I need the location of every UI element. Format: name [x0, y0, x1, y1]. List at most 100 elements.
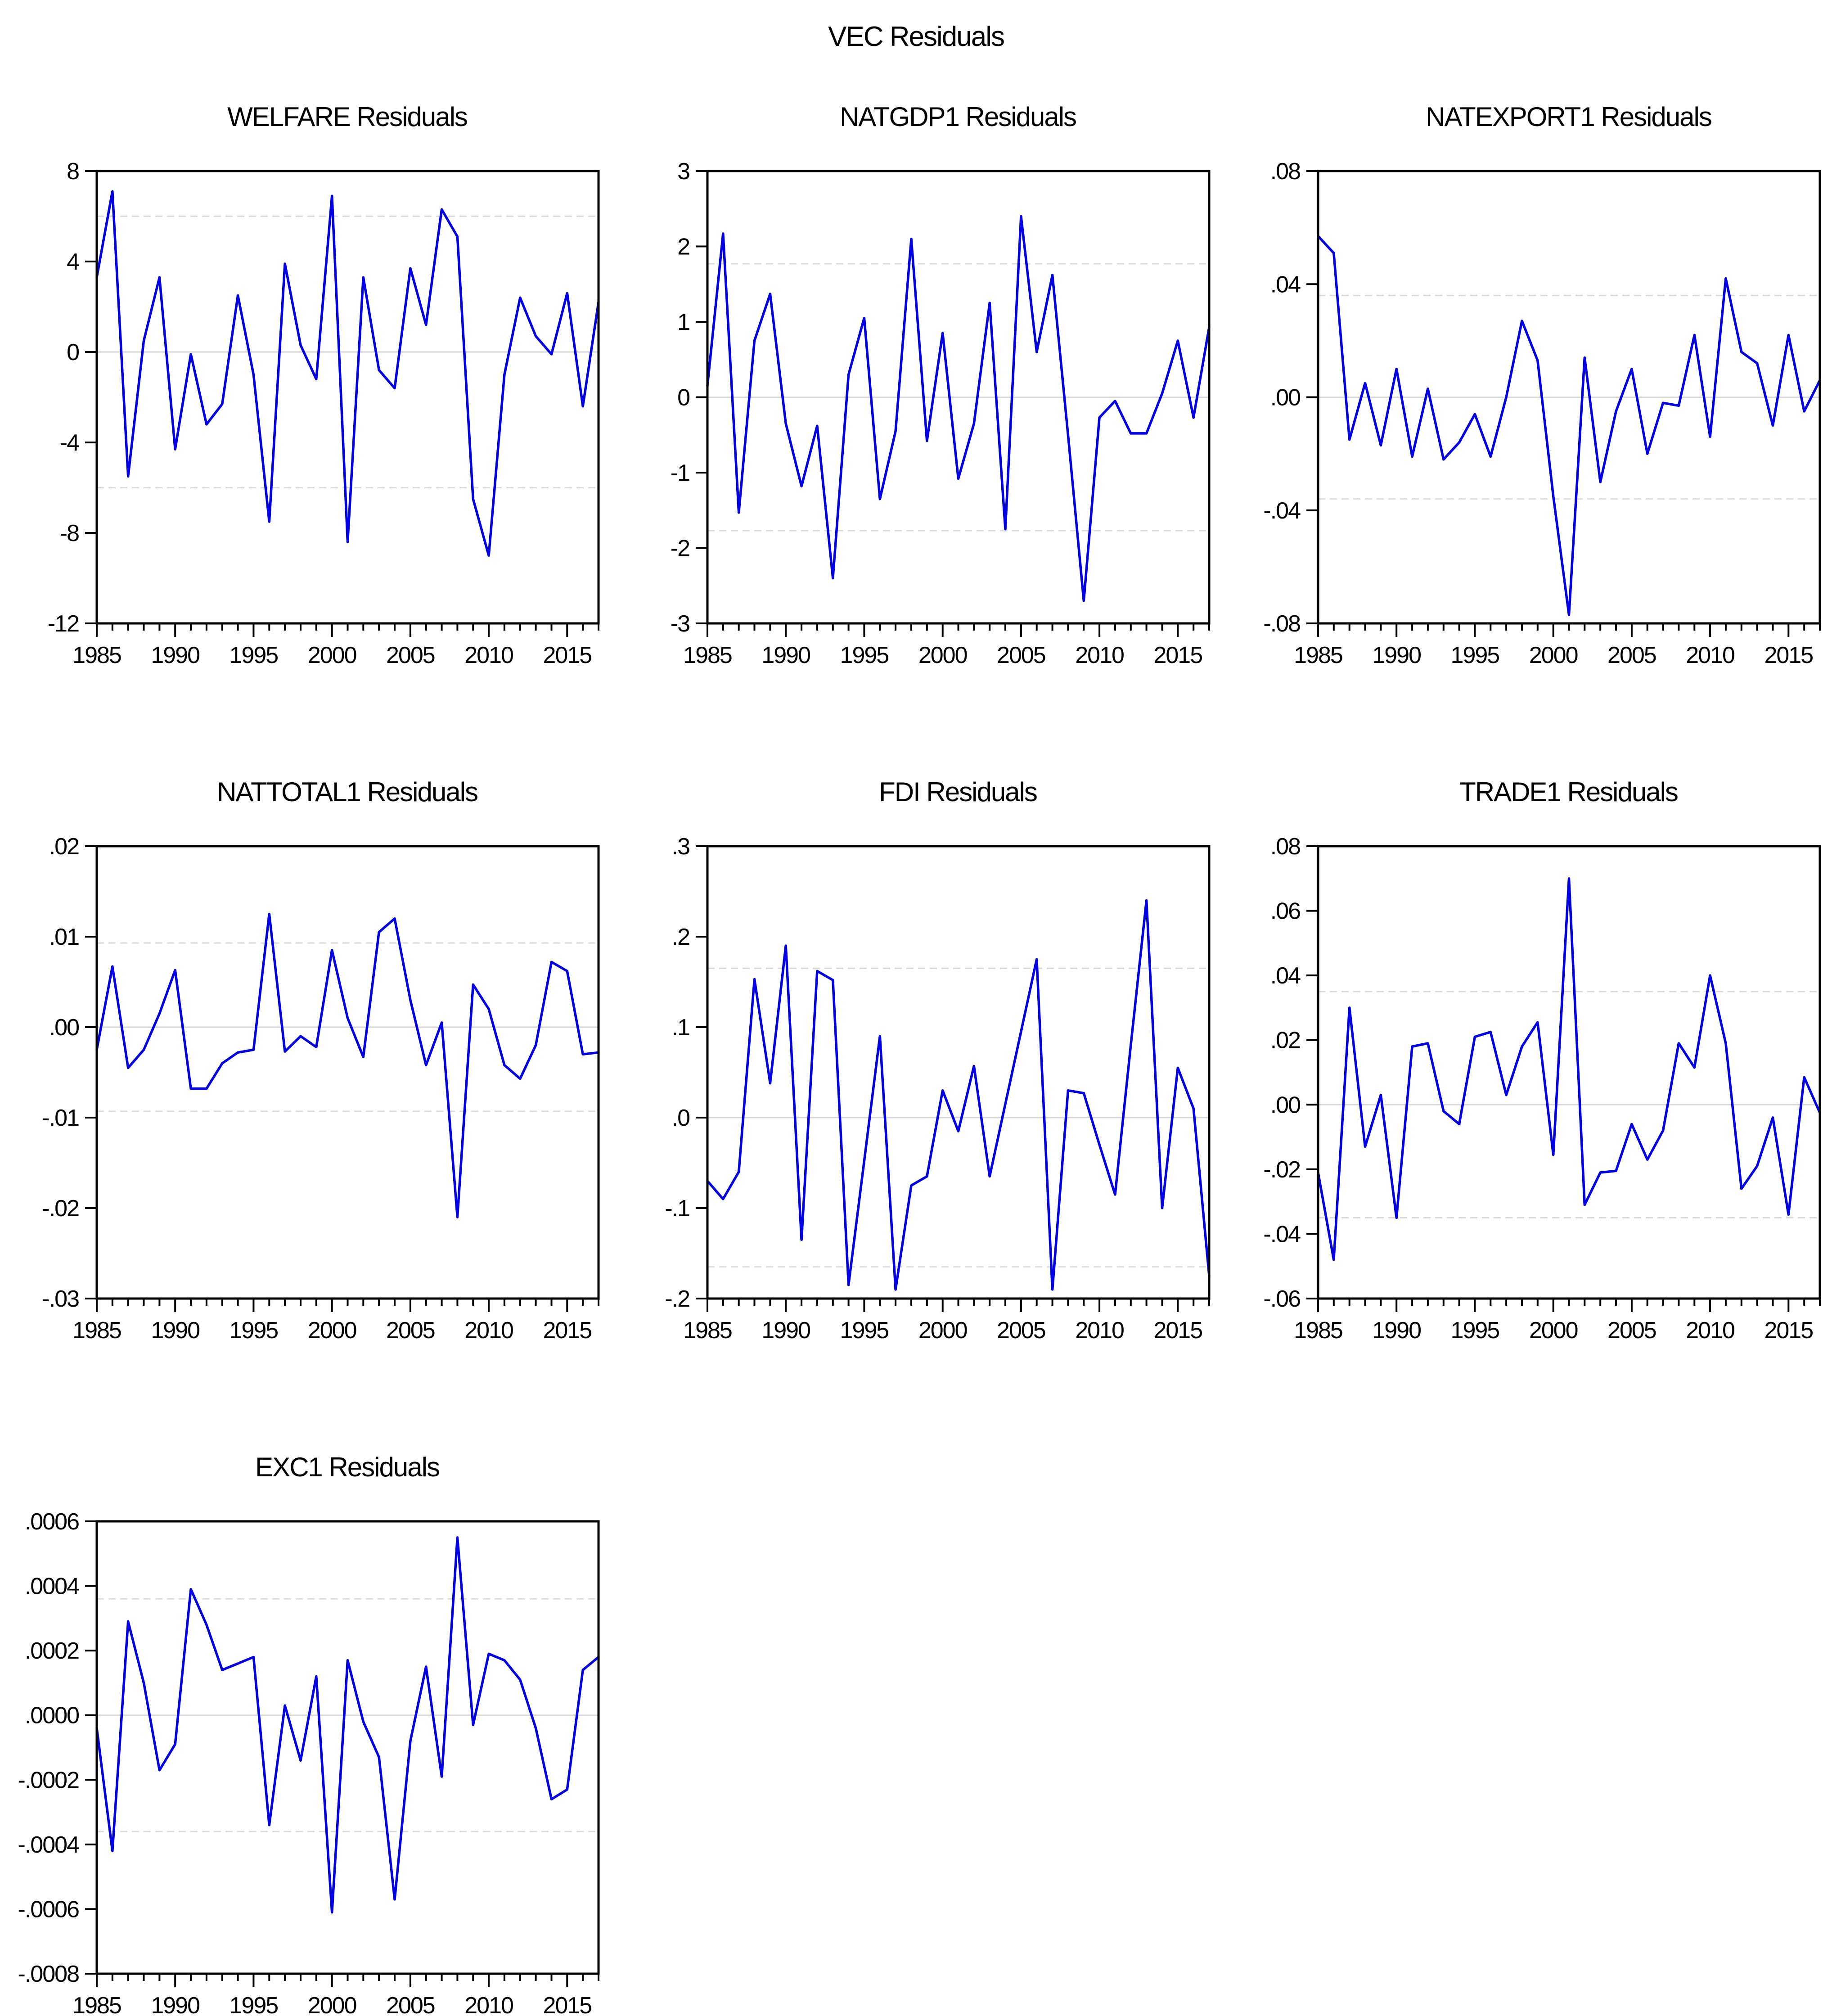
y-tick-label: -.02: [42, 1195, 79, 1222]
panel-nattotal1-residuals: NATTOTAL1 Residuals .02 .01 .00 -.01 -.02 -.03…: [0, 776, 611, 1375]
y-tick-label: 8: [67, 158, 79, 185]
y-tick-label: 0: [677, 385, 689, 411]
x-tick-label: 2015: [543, 642, 591, 668]
x-tick-label: 2000: [918, 642, 967, 668]
residual-series-line: [1317, 877, 1821, 1261]
y-tick-label: .00: [1270, 385, 1300, 411]
x-tick-label: 2010: [464, 1993, 513, 2016]
plot-trade1-residuals: .08 .06 .04 .02 .00 -.02 -.04 -.06 1985 1990 1995 2…: [1263, 834, 1821, 1344]
x-tick-label: 2015: [1764, 1317, 1813, 1344]
plot-natexport1-residuals: .08 .04 .00 -.04 -.08 1985 1990 1995 2000 2005 201…: [1263, 158, 1821, 668]
residual-series-line: [1317, 235, 1821, 616]
x-tick-label: 2005: [1607, 642, 1656, 668]
x-tick-label: 1995: [840, 642, 889, 668]
x-tick-label: 2005: [386, 1317, 435, 1344]
panel-title: EXC1 Residuals: [255, 1452, 440, 1482]
y-tick-label: .0002: [25, 1638, 79, 1664]
y-tick-label: -.04: [1263, 498, 1301, 524]
x-tick-label: 2010: [1075, 642, 1124, 668]
x-tick-label: 1985: [72, 642, 121, 668]
y-tick-label: 3: [677, 158, 689, 185]
x-tick-label: 1990: [151, 1317, 199, 1344]
x-tick-label: 2000: [308, 1317, 356, 1344]
y-tick-label: -.0004: [18, 1832, 80, 1858]
x-tick-label: 2010: [464, 642, 513, 668]
x-tick-label: 2000: [1529, 642, 1578, 668]
plot-border: [706, 845, 1211, 1300]
panel-title: NATEXPORT1 Residuals: [1426, 102, 1712, 132]
residual-series-line: [706, 899, 1211, 1291]
x-tick-label: 2005: [1607, 1317, 1656, 1344]
x-tick-label: 2000: [308, 642, 356, 668]
x-tick-label: 2010: [1686, 642, 1734, 668]
x-tick-label: 2000: [918, 1317, 967, 1344]
y-tick-label: -.06: [1263, 1286, 1300, 1312]
y-tick-label: -.01: [42, 1105, 79, 1131]
y-tick-label: .08: [1270, 834, 1300, 860]
x-tick-label: 2005: [386, 642, 435, 668]
plot-border: [95, 170, 600, 625]
x-tick-label: 1995: [230, 1993, 278, 2016]
y-tick-label: .04: [1270, 271, 1301, 298]
y-tick-label: .01: [49, 924, 79, 950]
x-tick-label: 2000: [308, 1993, 356, 2016]
x-tick-label: 2015: [1153, 642, 1202, 668]
x-tick-label: 1985: [72, 1317, 121, 1344]
x-tick-label: 2000: [1529, 1317, 1578, 1344]
y-tick-label: .02: [49, 834, 79, 860]
y-tick-label: .0: [672, 1105, 689, 1131]
y-tick-label: -8: [60, 520, 79, 546]
x-tick-label: 1990: [1372, 1317, 1421, 1344]
y-tick-label: .04: [1270, 963, 1301, 989]
y-tick-label: 2: [677, 234, 689, 260]
y-tick-label: .06: [1270, 898, 1300, 925]
x-tick-label: 1990: [761, 1317, 810, 1344]
y-tick-label: -2: [671, 536, 689, 562]
residual-series-line: [95, 1536, 600, 1914]
panel-fdi-residuals: FDI Residuals .3 .2 .1 .0 -.1 -.2 1985 1990 1995 2…: [611, 776, 1221, 1375]
residual-series-line: [95, 190, 600, 557]
y-tick-label: .00: [1270, 1092, 1300, 1118]
y-tick-label: -.0008: [18, 1961, 79, 1987]
y-tick-label: .02: [1270, 1028, 1300, 1054]
y-tick-label: -.03: [42, 1286, 79, 1312]
x-tick-label: 1985: [683, 1317, 732, 1344]
y-tick-label: .0006: [25, 1509, 79, 1535]
residual-series-line: [706, 215, 1211, 602]
x-tick-label: 2010: [464, 1317, 513, 1344]
panel-natgdp1-residuals: NATGDP1 Residuals 3 2 1 0 -1 -2 -3 1985 1990 1995 2…: [611, 101, 1221, 700]
plot-welfare-residuals: 8 4 0 -4 -8 -12 1985 1990 1995 2000 2005 2010 2015: [48, 158, 600, 668]
panel-title: WELFARE Residuals: [227, 102, 468, 132]
panel-natexport1-residuals: NATEXPORT1 Residuals .08 .04 .00 -.04 -.08 198…: [1221, 101, 1832, 700]
x-tick-label: 1985: [683, 642, 732, 668]
y-tick-label: -.0002: [18, 1767, 79, 1793]
y-tick-label: .1: [672, 1015, 689, 1041]
x-tick-label: 2015: [543, 1317, 591, 1344]
x-tick-label: 1985: [1294, 642, 1342, 668]
x-tick-label: 2010: [1686, 1317, 1734, 1344]
plot-border: [1317, 845, 1821, 1300]
y-tick-label: .3: [672, 834, 689, 860]
main-title: VEC Residuals: [828, 21, 1005, 52]
x-tick-label: 1990: [151, 1993, 199, 2016]
y-tick-label: .08: [1270, 158, 1300, 185]
panel-title: NATTOTAL1 Residuals: [217, 777, 478, 807]
x-tick-label: 2015: [1153, 1317, 1202, 1344]
y-tick-label: .2: [672, 924, 689, 950]
plot-natgdp1-residuals: 3 2 1 0 -1 -2 -3 1985 1990 1995 2000 2005 2010 2015: [671, 158, 1211, 668]
y-tick-label: .0000: [25, 1703, 79, 1729]
x-tick-label: 2005: [997, 642, 1045, 668]
y-tick-label: -4: [60, 430, 79, 456]
panel-title: NATGDP1 Residuals: [839, 102, 1077, 132]
x-tick-label: 1985: [72, 1993, 121, 2016]
y-tick-label: -.08: [1263, 611, 1300, 637]
panel-title: TRADE1 Residuals: [1459, 777, 1679, 807]
plot-nattotal1-residuals: .02 .01 .00 -.01 -.02 -.03 1985 1990 1995 2000 200…: [42, 834, 600, 1344]
y-tick-label: 4: [67, 249, 79, 275]
x-tick-label: 1995: [230, 1317, 278, 1344]
x-tick-label: 2005: [997, 1317, 1045, 1344]
plot-fdi-residuals: .3 .2 .1 .0 -.1 -.2 1985 1990 1995 2000 2005 2010 20…: [665, 834, 1211, 1344]
y-tick-label: -.04: [1263, 1221, 1301, 1247]
y-tick-label: .00: [49, 1015, 79, 1041]
vec-residuals-page: VEC Residuals WELFARE Residuals 8 4 0 -4 -8 -1…: [0, 21, 1832, 2016]
